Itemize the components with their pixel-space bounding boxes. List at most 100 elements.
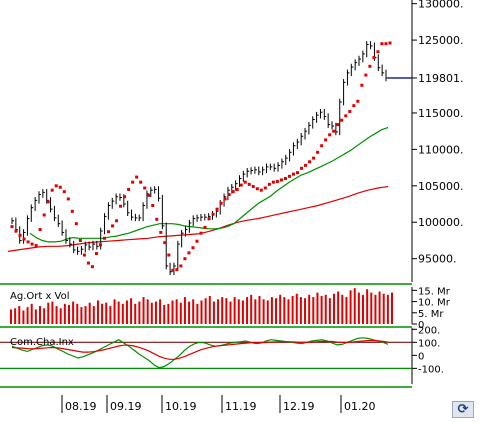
stop-point [82, 253, 86, 257]
oscillator-panel: 200. 100. 0 -100. Com.Cha.Inx [0, 325, 444, 384]
stop-point [247, 182, 251, 186]
stop-point [78, 238, 82, 242]
osc-panel-title: Com.Cha.Inx [10, 337, 74, 348]
stop-point [348, 109, 352, 113]
series-ma-long [7, 185, 389, 252]
stop-point [70, 209, 74, 213]
stop-point [219, 201, 223, 205]
stop-point [46, 200, 50, 204]
stop-point [187, 251, 191, 255]
stop-point [50, 188, 54, 192]
osc-y-tick-label: -100. [418, 364, 444, 375]
stop-point [316, 150, 320, 154]
stop-point [191, 246, 195, 250]
stop-point [167, 253, 171, 257]
stop-point [320, 144, 324, 148]
stop-point [127, 187, 131, 191]
osc-y-tick-label: 200. [418, 325, 440, 336]
stop-point [251, 185, 255, 189]
stop-point [368, 64, 372, 68]
osc-y-tick-label: 0 [418, 351, 424, 362]
stop-point [123, 195, 127, 199]
stop-point [360, 83, 364, 87]
stop-point [308, 160, 312, 164]
stop-point [34, 244, 38, 248]
price-y-tick-label: 115000. [418, 107, 464, 120]
stop-point [372, 56, 376, 60]
date-label: 01.20 [344, 400, 376, 413]
stop-point [215, 207, 219, 211]
stop-point [171, 268, 175, 272]
stop-point [107, 230, 111, 234]
stop-point [376, 50, 380, 54]
stop-point [159, 230, 163, 234]
stop-point [324, 138, 328, 142]
stop-point [199, 231, 203, 235]
stop-point [143, 186, 147, 190]
stop-point [98, 243, 102, 247]
stop-point [74, 222, 78, 226]
price-y-tick-label: 125000. [418, 34, 464, 47]
stop-point [259, 188, 263, 192]
stop-point [131, 180, 135, 184]
date-label: 08.19 [65, 400, 97, 413]
stop-point [203, 225, 207, 229]
price-y-tick-label: 105000. [418, 180, 464, 193]
stop-point [22, 237, 26, 241]
stop-point [227, 193, 231, 197]
volume-y-tick-label: 15. Mr [418, 286, 451, 297]
stop-point [151, 203, 155, 207]
stop-point [312, 156, 316, 160]
stop-point [352, 104, 356, 108]
volume-y-tick-label: 0 [418, 320, 424, 331]
app-logo-icon[interactable]: ⟳ [452, 401, 474, 418]
stop-point [147, 193, 151, 197]
stop-point [328, 133, 332, 137]
series-ma-short [29, 126, 389, 243]
stop-point [291, 172, 295, 176]
stop-point [271, 180, 275, 184]
stop-point [86, 261, 90, 265]
stop-point [336, 123, 340, 127]
stop-point [235, 187, 239, 191]
stop-point [296, 171, 300, 175]
stop-point [183, 257, 187, 261]
stop-point [94, 252, 98, 256]
price-y-tick-label: 130000. [418, 0, 464, 11]
volume-panel-title: Ag.Ort x Vol [10, 291, 70, 302]
date-label: 10.19 [165, 400, 197, 413]
volume-y-tick-label: 5. Mr [418, 309, 444, 320]
stop-point [275, 179, 279, 183]
stop-point [267, 182, 271, 186]
stop-point [388, 41, 392, 45]
stop-point [58, 185, 62, 189]
price-y-tick-label: 95000. [418, 253, 457, 266]
stop-point [223, 197, 227, 201]
stop-point [304, 163, 308, 167]
stop-point [231, 190, 235, 194]
volume-y-tick-label: 10. Mr [418, 298, 451, 309]
stop-point [163, 241, 167, 245]
stop-point [384, 42, 388, 46]
stop-point [380, 42, 384, 46]
stop-point [115, 219, 119, 223]
stop-point [26, 240, 30, 244]
stop-point [255, 187, 259, 191]
stop-point [263, 186, 267, 190]
stop-point [300, 166, 304, 170]
stop-point [54, 184, 58, 188]
stop-point [207, 217, 211, 221]
stop-point [287, 174, 291, 178]
stop-point [211, 212, 215, 216]
stop-point [139, 180, 143, 184]
stop-point [42, 213, 46, 217]
price-y-tick-label: 110000. [418, 143, 464, 156]
stop-point [175, 268, 179, 272]
stop-point [340, 118, 344, 122]
stop-point [135, 175, 139, 179]
stop-point [239, 183, 243, 187]
stop-point [344, 114, 348, 118]
date-label: 09.19 [110, 400, 142, 413]
price-panel: 130000. 125000. 119801. 115000. 110000. 10500… [0, 0, 464, 285]
